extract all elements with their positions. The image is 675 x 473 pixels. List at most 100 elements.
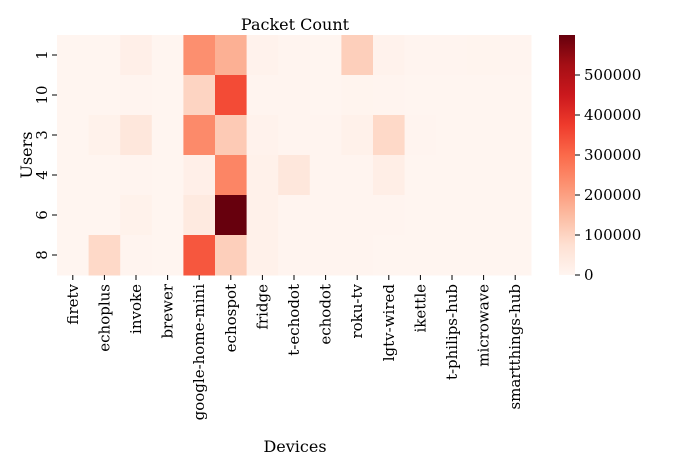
heatmap-cell xyxy=(404,35,437,76)
x-tick-label: google-home-mini xyxy=(190,284,208,421)
heatmap-cell xyxy=(436,155,469,196)
heatmap-cell xyxy=(215,195,248,236)
heatmap-cell xyxy=(151,35,184,76)
heatmap-cell xyxy=(373,155,406,196)
heatmap-cell xyxy=(183,235,216,276)
heatmap-cell xyxy=(309,235,342,276)
heatmap-cell xyxy=(499,235,532,276)
y-tick-label: 10 xyxy=(33,85,51,104)
heatmap-cell xyxy=(309,75,342,116)
x-tick-label: roku-tv xyxy=(348,283,366,338)
colorbar-tick-label: 300000 xyxy=(584,146,641,164)
colorbar-tick-labels: 0 100000 200000 300000 400000 500000 xyxy=(575,66,641,284)
heatmap-cell xyxy=(373,195,406,236)
heatmap-cell xyxy=(215,115,248,156)
chart-title: Packet Count xyxy=(241,15,350,34)
heatmap-cell xyxy=(215,35,248,76)
heatmap-cell xyxy=(467,195,500,236)
x-tick-label: fridge xyxy=(253,284,271,330)
heatmap-cell xyxy=(120,235,153,276)
x-tick-label: invoke xyxy=(127,284,145,334)
heatmap-cell xyxy=(246,195,279,236)
heatmap-cell xyxy=(246,75,279,116)
x-tick-labels: firetv echoplus invoke brewer google-home-mi… xyxy=(64,275,524,420)
x-tick-label: firetv xyxy=(64,283,82,324)
heatmap-cell xyxy=(467,235,500,276)
heatmap-cell xyxy=(151,75,184,116)
colorbar xyxy=(559,35,575,275)
heatmap-cell xyxy=(246,115,279,156)
heatmap-cell xyxy=(120,35,153,76)
heatmap-cell xyxy=(404,115,437,156)
heatmap-cell xyxy=(341,75,374,116)
heatmap-cell xyxy=(373,35,406,76)
heatmap-cell xyxy=(499,35,532,76)
heatmap-cell xyxy=(183,35,216,76)
heatmap-cells xyxy=(57,35,532,276)
heatmap-cell xyxy=(88,155,121,196)
heatmap-cell xyxy=(88,115,121,156)
heatmap-cell xyxy=(88,195,121,236)
heatmap-cell xyxy=(373,115,406,156)
heatmap-cell xyxy=(120,155,153,196)
heatmap-cell xyxy=(151,195,184,236)
heatmap-cell xyxy=(309,155,342,196)
heatmap-cell xyxy=(341,235,374,276)
heatmap-cell xyxy=(499,155,532,196)
heatmap-cell xyxy=(215,155,248,196)
heatmap-cell xyxy=(467,115,500,156)
x-tick-label: ikettle xyxy=(411,284,429,333)
heatmap-cell xyxy=(341,115,374,156)
x-tick-label: t-philips-hub xyxy=(443,284,461,380)
heatmap-cell xyxy=(278,195,311,236)
y-tick-label: 1 xyxy=(33,50,51,60)
heatmap-cell xyxy=(57,35,90,76)
x-tick-label: lgtv-wired xyxy=(380,284,398,362)
heatmap-cell xyxy=(151,115,184,156)
y-tick-label: 8 xyxy=(33,250,51,260)
heatmap-cell xyxy=(373,75,406,116)
heatmap-cell xyxy=(373,235,406,276)
heatmap-cell xyxy=(309,195,342,236)
heatmap-cell xyxy=(183,155,216,196)
x-tick-label: t-echodot xyxy=(285,284,303,356)
x-tick-label: echospot xyxy=(222,284,240,352)
heatmap-cell xyxy=(341,195,374,236)
y-axis-title: Users xyxy=(17,131,36,178)
heatmap-cell xyxy=(499,195,532,236)
heatmap-cell xyxy=(309,35,342,76)
heatmap-cell xyxy=(57,235,90,276)
x-tick-label: brewer xyxy=(159,283,177,338)
heatmap-cell xyxy=(499,75,532,116)
heatmap-cell xyxy=(278,35,311,76)
heatmap-cell xyxy=(120,75,153,116)
heatmap-cell xyxy=(88,35,121,76)
y-tick-labels: 1 10 3 4 6 8 xyxy=(33,50,57,260)
heatmap-cell xyxy=(183,195,216,236)
heatmap-cell xyxy=(120,195,153,236)
heatmap-cell xyxy=(499,115,532,156)
y-tick-label: 4 xyxy=(33,170,51,180)
x-tick-label: echodot xyxy=(317,284,335,345)
heatmap-cell xyxy=(246,235,279,276)
heatmap-cell xyxy=(404,195,437,236)
heatmap-cell xyxy=(183,115,216,156)
colorbar-tick-label: 200000 xyxy=(584,186,641,204)
heatmap-cell xyxy=(467,155,500,196)
x-tick-label: microwave xyxy=(475,284,493,367)
heatmap-cell xyxy=(57,155,90,196)
colorbar-tick-label: 0 xyxy=(584,266,594,284)
heatmap-cell xyxy=(436,75,469,116)
heatmap-cell xyxy=(404,235,437,276)
heatmap-cell xyxy=(404,75,437,116)
heatmap-cell xyxy=(436,115,469,156)
heatmap-cell xyxy=(341,35,374,76)
heatmap-cell xyxy=(215,235,248,276)
heatmap-cell xyxy=(436,195,469,236)
heatmap-cell xyxy=(246,155,279,196)
heatmap-cell xyxy=(151,235,184,276)
colorbar-tick-label: 100000 xyxy=(584,226,641,244)
heatmap-cell xyxy=(467,35,500,76)
x-axis-title: Devices xyxy=(263,437,326,456)
